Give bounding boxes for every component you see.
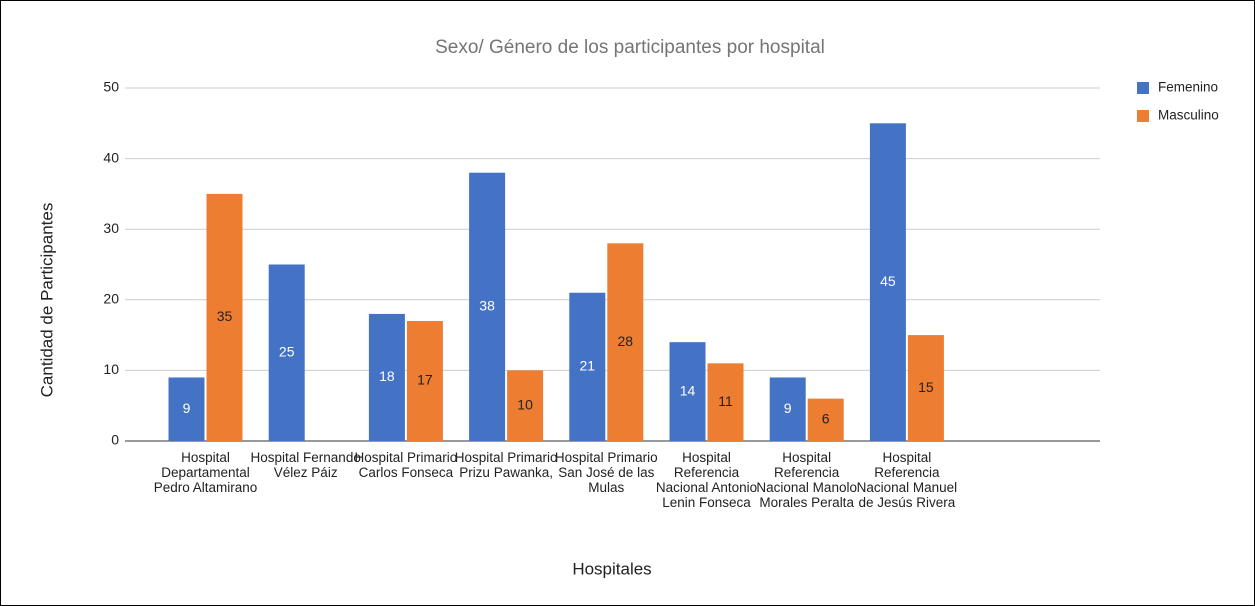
data-label: 25 [279,343,295,359]
data-label: 14 [680,382,696,398]
x-tick-label: Hospital Primario Prizu Pawanka, [454,450,558,480]
x-tick-label: Hospital Primario Carlos Fonseca [354,450,458,480]
legend-swatch [1137,82,1149,94]
data-label: 9 [183,400,191,416]
bar [268,264,305,441]
y-tick-label: 20 [103,291,119,307]
data-label: 21 [580,358,596,374]
y-tick-label: 0 [111,432,119,448]
data-label: 11 [718,393,733,409]
data-label: 17 [417,372,433,388]
legend-label: Masculino [1158,108,1219,123]
legend-label: Femenino [1158,80,1218,95]
x-tick-label: Hospital Primario San José de las Mulas [554,450,658,495]
data-label: 10 [517,396,533,412]
data-label: 28 [618,333,634,349]
x-tick-label: Hospital Fernando Vélez Páiz [250,450,361,480]
y-tick-label: 50 [103,79,119,95]
bar [607,243,644,441]
chart-title: Sexo/ Género de los participantes por ho… [435,37,825,58]
y-tick-label: 30 [103,220,119,236]
x-tick-label: Hospital Referencia Nacional Manuel de J… [856,450,958,510]
bar [368,313,405,441]
bar [907,335,944,441]
bar [469,172,506,441]
data-label: 45 [880,273,896,289]
bar [769,377,806,441]
x-tick-label: Hospital Referencia Nacional Manolo Mora… [756,450,857,510]
bar [669,342,706,441]
x-tick-label: Hospital Departamental Pedro Altamirano [153,450,258,495]
x-tick-label: Hospital Referencia Nacional Antonio Len… [655,450,758,510]
bar [869,123,906,442]
y-tick-label: 40 [103,149,119,165]
data-label: 35 [217,308,233,324]
bar [168,377,205,441]
x-axis-label: Hospitales [572,559,651,578]
bar [406,320,443,441]
y-axis-label: Cantidad de Participantes [37,203,56,398]
bar [807,398,844,441]
data-label: 18 [379,368,395,384]
bar [206,193,243,441]
legend-swatch [1137,110,1149,122]
bar [707,363,744,441]
y-tick-label: 10 [103,361,119,377]
bar [507,370,544,441]
data-label: 15 [918,379,934,395]
data-label: 6 [822,411,830,427]
data-label: 38 [479,298,495,314]
data-label: 9 [784,400,792,416]
bar [569,292,606,441]
